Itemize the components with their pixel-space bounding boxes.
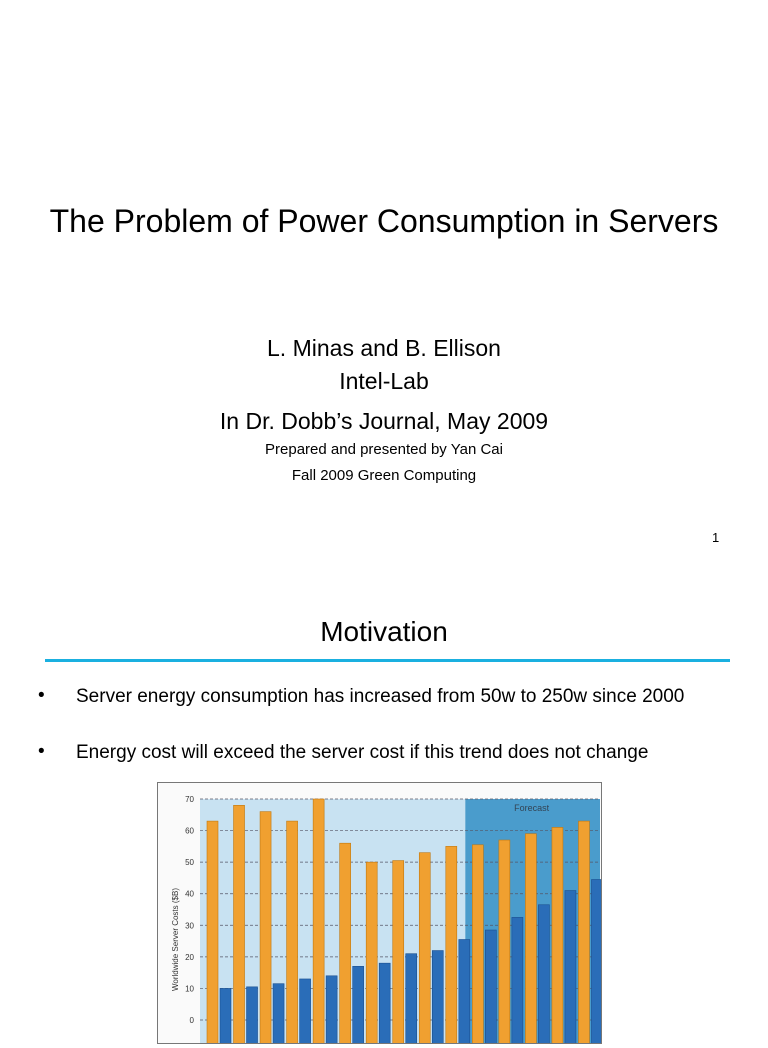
bar — [525, 833, 537, 1048]
bar — [498, 839, 511, 1048]
bar — [564, 890, 577, 1048]
bar — [538, 904, 550, 1048]
bullet-1: • Server energy consumption has increased… — [38, 685, 738, 709]
bar — [431, 950, 444, 1048]
bar — [246, 986, 258, 1048]
y-tick-label: 40 — [185, 890, 194, 899]
bar — [392, 860, 405, 1048]
bar — [591, 879, 603, 1048]
bar — [219, 988, 232, 1048]
bar — [378, 962, 391, 1048]
y-tick-label: 20 — [185, 953, 194, 962]
bar — [286, 820, 298, 1048]
chart-frame: Forecast 0 10 20 30 40 50 60 70 Worldwide Server … — [157, 782, 603, 1048]
y-tick-label: 50 — [185, 858, 194, 867]
bullet-text: Energy cost will exceed the server cost … — [76, 742, 649, 763]
bar — [259, 811, 272, 1048]
bar — [551, 827, 564, 1048]
bar — [233, 805, 245, 1048]
bar — [365, 861, 378, 1048]
title-divider — [45, 659, 730, 662]
bar — [325, 975, 338, 1048]
bar — [418, 852, 431, 1048]
bullet-2: • Energy cost will exceed the server cost… — [38, 741, 738, 765]
bullet-marker: • — [38, 685, 45, 706]
page-number: 1 — [712, 530, 720, 545]
bar — [458, 939, 471, 1048]
journal: In Dr. Dobb’s Journal, May 2009 — [219, 408, 549, 434]
y-tick-label: 70 — [185, 795, 194, 804]
y-axis-label: Worldwide Server Costs ($B) — [171, 888, 180, 991]
bar — [299, 978, 311, 1048]
course: Fall 2009 Green Computing — [291, 467, 477, 484]
bar — [405, 953, 418, 1048]
y-tick-label: 30 — [185, 921, 194, 930]
bar — [352, 966, 364, 1048]
bar — [445, 846, 458, 1048]
server-cost-chart: Forecast 0 10 20 30 40 50 60 70 Worldwide Server … — [171, 795, 603, 1048]
bar — [312, 798, 325, 1048]
slide-title: The Problem of Power Consumption in Serv… — [49, 203, 719, 239]
bar — [206, 820, 219, 1048]
y-tick-label: 10 — [185, 984, 194, 993]
slide2-title: Motivation — [320, 616, 448, 647]
presenter: Prepared and presented by Yan Cai — [265, 441, 503, 458]
affiliation: Intel-Lab — [339, 368, 429, 394]
bar — [578, 820, 590, 1048]
bar — [472, 844, 484, 1048]
bar — [485, 929, 497, 1048]
bullet-marker: • — [38, 741, 45, 762]
bar — [272, 983, 285, 1048]
bullet-text: Server energy consumption has increased … — [76, 686, 685, 707]
authors: L. Minas and B. Ellison — [267, 335, 501, 361]
y-tick-label: 0 — [190, 1016, 195, 1025]
bar — [511, 917, 524, 1048]
y-tick-label: 60 — [185, 827, 194, 836]
forecast-label: Forecast — [514, 803, 550, 813]
bar — [339, 842, 351, 1048]
